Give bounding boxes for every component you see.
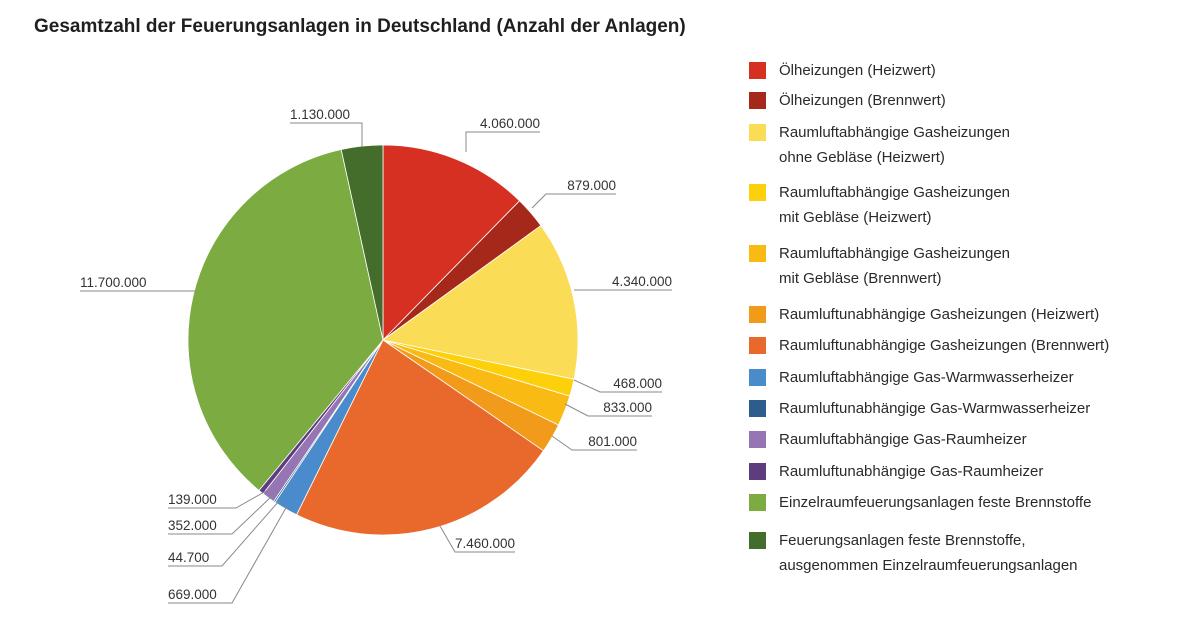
- legend-swatch: [749, 245, 766, 262]
- value-label: 833.000: [603, 400, 652, 415]
- legend-label: Raumluftunabhängige Gas-Warmwasserheizer: [779, 400, 1091, 417]
- legend-label: Raumluftabhängige Gasheizungen ohne Gebl…: [779, 124, 1010, 166]
- value-labels: 4.060.000 879.000 4.340.000 468.000 833.000 8…: [80, 107, 672, 602]
- legend-swatch: [749, 92, 766, 109]
- leader-line: [168, 505, 288, 604]
- legend-swatch: [749, 431, 766, 448]
- legend-swatch: [749, 62, 766, 79]
- legend-label: Raumluftunabhängige Gas-Raumheizer: [779, 463, 1044, 480]
- value-label: 669.000: [168, 587, 217, 602]
- legend-swatch: [749, 494, 766, 511]
- legend-label: Raumluftabhängige Gas-Raumheizer: [779, 431, 1027, 448]
- legend-label: Einzelraumfeuerungsanlagen feste Brennst…: [779, 494, 1092, 511]
- value-label: 44.700: [168, 550, 209, 565]
- leader-line: [168, 490, 267, 509]
- value-label: 801.000: [588, 434, 637, 449]
- pie-slices: [187, 144, 579, 536]
- leader-line: [465, 131, 540, 152]
- value-label: 352.000: [168, 518, 217, 533]
- leader-line: [290, 122, 363, 147]
- value-label: 1.130.000: [290, 107, 350, 122]
- pie-slice: [382, 225, 579, 380]
- value-label: 879.000: [567, 178, 616, 193]
- leader-line: [564, 403, 652, 417]
- legend-label: Raumluftunabhängige Gasheizungen (Brennw…: [779, 337, 1110, 354]
- chart-title: Gesamtzahl der Feuerungsanlagen in Deuts…: [34, 16, 686, 37]
- legend-label: Raumluftunabhängige Gasheizungen (Heizwe…: [779, 306, 1100, 323]
- pie-slice: [382, 144, 521, 341]
- leader-line: [573, 379, 662, 393]
- legend-swatch: [749, 400, 766, 417]
- legend-swatch: [749, 369, 766, 386]
- legend-label: Raumluftabhängige Gasheizungen mit Geblä…: [779, 245, 1010, 287]
- value-label: 4.060.000: [480, 116, 540, 131]
- leader-line: [168, 495, 273, 535]
- legend-swatch: [749, 463, 766, 480]
- leader-line: [168, 500, 280, 567]
- value-label: 468.000: [613, 376, 662, 391]
- leader-lines: [80, 122, 672, 604]
- leader-line: [531, 193, 616, 209]
- legend-label: Raumluftabhängige Gasheizungen mit Geblä…: [779, 184, 1010, 226]
- legend-label: Raumluftabhängige Gas-Warmwasserheizer: [779, 369, 1074, 386]
- legend-swatch: [749, 306, 766, 323]
- leader-line: [439, 525, 515, 553]
- legend-label: Ölheizungen (Brennwert): [779, 92, 946, 109]
- legend-label: Ölheizungen (Heizwert): [779, 62, 936, 79]
- legend-swatch: [749, 184, 766, 201]
- value-label: 4.340.000: [612, 274, 672, 289]
- pie-slice: [187, 149, 384, 492]
- legend-swatch: [749, 337, 766, 354]
- legend-label: Feuerungsanlagen feste Brennstoffe, ausg…: [779, 532, 1078, 574]
- value-label: 7.460.000: [455, 536, 515, 551]
- value-label: 139.000: [168, 492, 217, 507]
- legend-swatch: [749, 532, 766, 549]
- legend-swatch: [749, 124, 766, 141]
- pie-slice: [296, 339, 545, 536]
- value-label: 11.700.000: [80, 275, 147, 290]
- leader-line: [551, 435, 637, 451]
